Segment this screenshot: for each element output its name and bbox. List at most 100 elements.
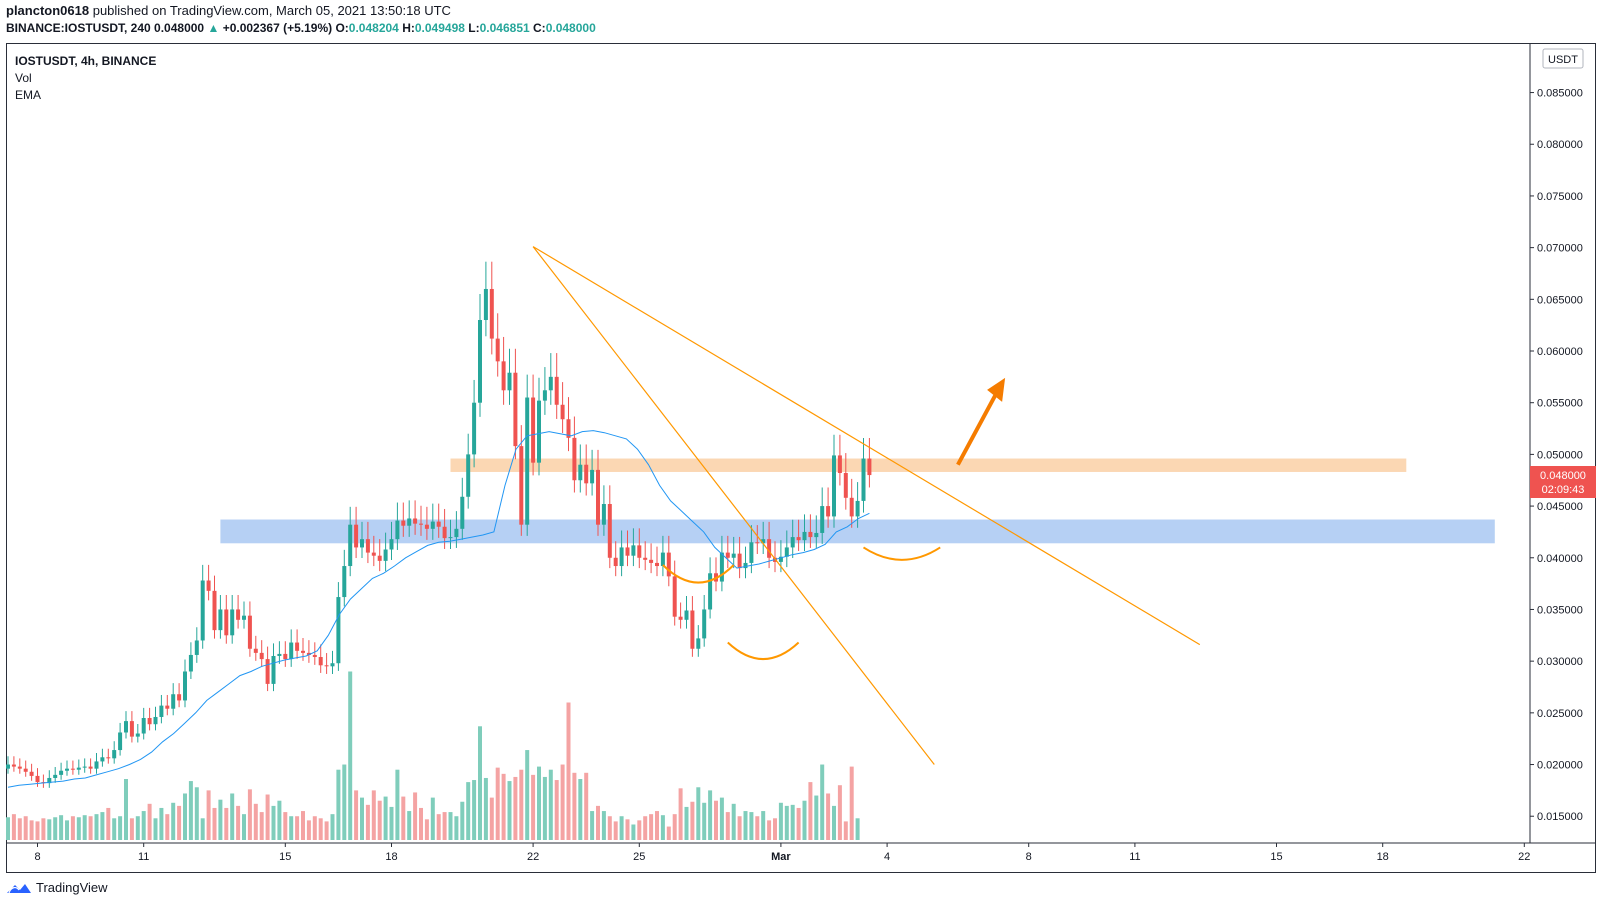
- volume-bar: [141, 811, 146, 840]
- price-tick-label: 0.050000: [1537, 449, 1583, 461]
- volume-bar: [755, 816, 760, 840]
- pattern-arc: [862, 546, 941, 561]
- candle-body: [436, 521, 441, 527]
- volume-bar: [537, 766, 541, 840]
- time-tick-label: 15: [279, 851, 291, 863]
- volume-bar: [655, 811, 659, 840]
- volume-bar: [82, 815, 87, 840]
- pattern-arc: [662, 564, 735, 584]
- candle-body: [218, 609, 223, 631]
- price-tick-label: 0.020000: [1537, 760, 1583, 772]
- time-tick-label: Mar: [771, 851, 791, 863]
- time-tick-label: 11: [138, 851, 149, 863]
- open-value: 0.048204: [348, 21, 399, 35]
- candle-body: [601, 504, 606, 525]
- volume-bar: [342, 764, 347, 840]
- candle-body: [832, 455, 836, 517]
- candle-body: [147, 718, 152, 725]
- legend-symbol[interactable]: IOSTUSDT, 4h, BINANCE: [15, 54, 157, 68]
- volume-bar: [596, 805, 600, 840]
- candle-body: [814, 532, 819, 538]
- volume-bar: [784, 805, 789, 840]
- volume-bar: [118, 816, 123, 840]
- volume-bar: [289, 816, 294, 840]
- candle-body: [65, 768, 69, 771]
- candle-body: [224, 609, 229, 636]
- volume-bar: [560, 764, 565, 840]
- volume-bar: [448, 812, 453, 840]
- candle-body: [70, 768, 75, 770]
- legend-volume[interactable]: Vol: [15, 71, 32, 85]
- last-price: 0.048000: [154, 21, 205, 35]
- candle-body: [696, 638, 701, 649]
- volume-bar: [106, 807, 111, 840]
- candle-body: [790, 537, 795, 548]
- volume-bar: [301, 811, 305, 840]
- footer-brand[interactable]: TradingView: [6, 880, 108, 895]
- volume-bar: [554, 780, 559, 840]
- volume-bar: [483, 777, 488, 840]
- time-tick-label: 4: [884, 851, 890, 863]
- candle-body: [29, 771, 34, 776]
- volume-bar: [489, 797, 494, 840]
- volume-bar: [684, 806, 689, 840]
- volume-bar: [808, 782, 813, 840]
- candle-body: [578, 464, 583, 481]
- candle-body: [849, 497, 854, 517]
- volume-bar: [401, 796, 406, 840]
- volume-bar: [200, 818, 205, 840]
- time-tick-label: 11: [1129, 851, 1140, 863]
- volume-bar: [761, 811, 766, 840]
- volume-bar: [778, 802, 783, 840]
- candle-body: [377, 555, 382, 561]
- candle-body: [613, 557, 618, 567]
- time-tick-label: 22: [1518, 851, 1530, 863]
- zones: [220, 458, 1495, 544]
- support-zone: [220, 519, 1495, 544]
- price-scale: 0.015000 0.020000 0.025000 0.030000 0.035000…: [1530, 88, 1583, 823]
- price-tick-label: 0.025000: [1537, 708, 1583, 720]
- volume-bar: [336, 769, 341, 840]
- candle-body: [171, 694, 176, 709]
- volume-bar: [177, 805, 182, 840]
- currency-button[interactable]: [1542, 48, 1584, 69]
- candle-body: [301, 650, 305, 653]
- candle-body: [637, 545, 642, 558]
- candle-body: [531, 397, 536, 463]
- price-change: +0.002367 (+5.19%): [222, 21, 333, 35]
- candle-body: [802, 531, 807, 541]
- price-tick-label: 0.030000: [1537, 656, 1583, 668]
- candle-body: [112, 750, 117, 759]
- volume-bar: [548, 769, 553, 840]
- candle-body: [519, 446, 524, 525]
- candle-body: [183, 671, 187, 701]
- candle-body: [525, 397, 530, 525]
- candle-body: [560, 404, 565, 420]
- candle-body: [483, 288, 488, 320]
- volume-bar: [259, 812, 264, 840]
- volume-bar: [666, 826, 671, 840]
- volume-bar: [531, 774, 536, 840]
- price-tick-label: 0.075000: [1537, 191, 1583, 203]
- volume-bar: [625, 819, 630, 840]
- volume-bar: [513, 776, 518, 840]
- candle-body: [59, 770, 64, 775]
- candle-body: [678, 616, 683, 620]
- trendline: [532, 246, 935, 765]
- candle-body: [837, 455, 842, 473]
- candle-body: [755, 542, 760, 544]
- volume-bar: [153, 818, 158, 840]
- volume-bar: [590, 811, 595, 840]
- candle-body: [596, 469, 600, 525]
- legend-ema[interactable]: EMA: [15, 88, 42, 102]
- volume-bar: [837, 785, 842, 840]
- candles: [6, 261, 872, 788]
- volume-bar: [460, 801, 465, 840]
- author-name[interactable]: plancton0618: [6, 3, 90, 18]
- drawings: [532, 246, 1201, 765]
- ohlc-line: BINANCE:IOSTUSDT, 240 0.048000 ▲ +0.0023…: [6, 21, 596, 35]
- volume-bar: [23, 816, 28, 840]
- volume-bar: [306, 820, 311, 840]
- candle-body: [259, 652, 264, 660]
